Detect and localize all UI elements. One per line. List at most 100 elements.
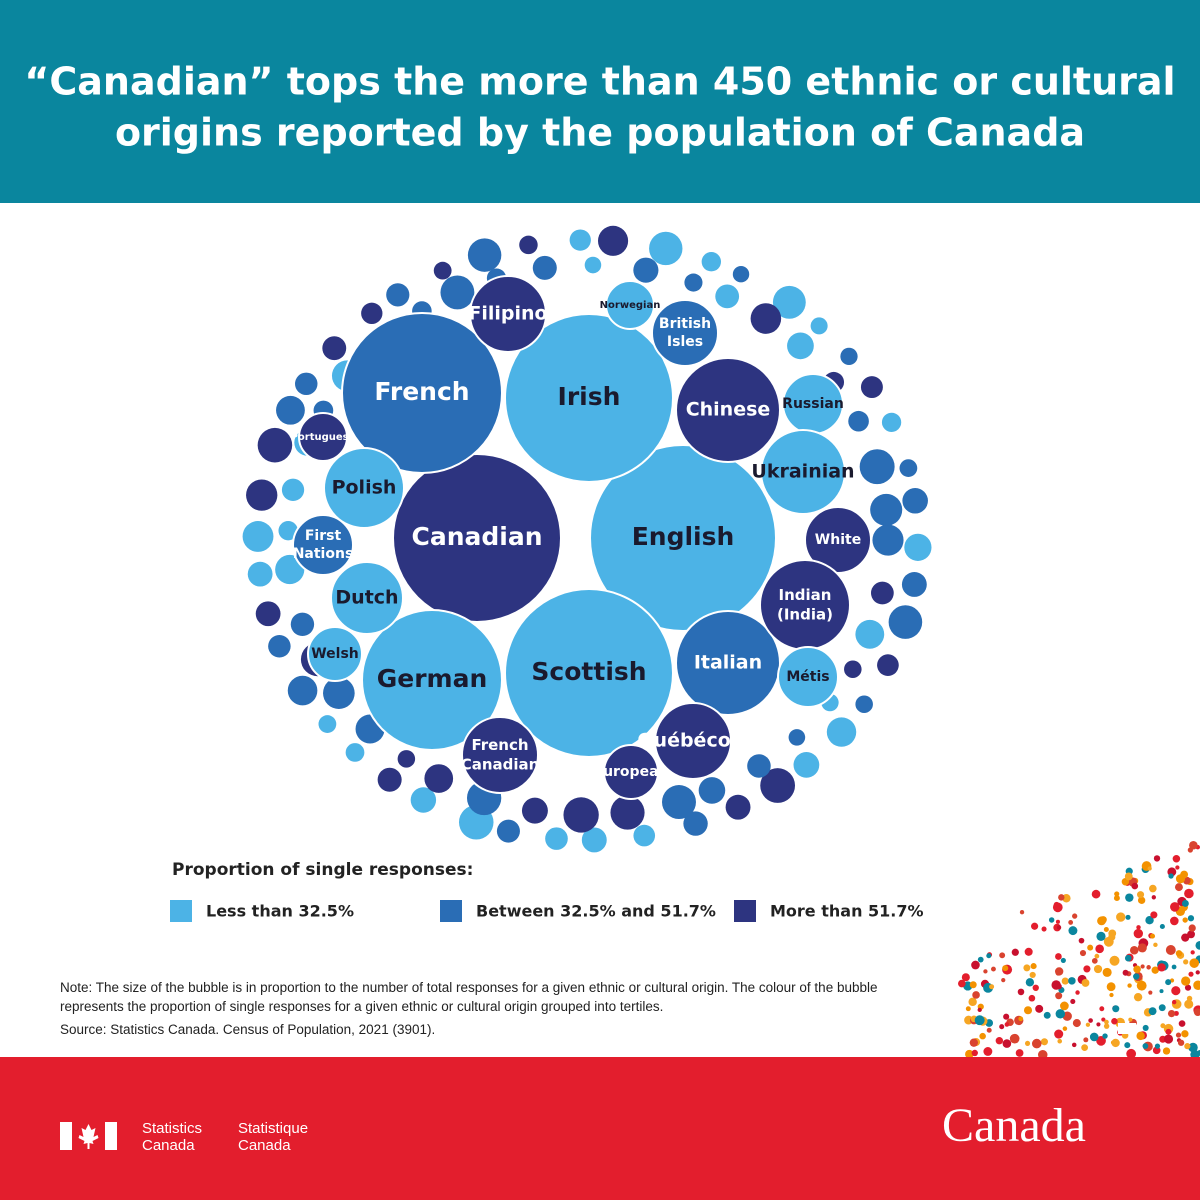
maple-dot [965,1006,971,1012]
small-bubble [840,347,858,366]
small-bubble [597,225,629,256]
maple-dot [1177,1039,1185,1046]
small-bubble [361,302,383,325]
bubble [651,299,719,367]
maple-dot [983,1047,993,1056]
bubble-label: (India) [777,605,833,623]
small-bubble [899,459,918,477]
maple-dot [1187,915,1195,922]
bubble-label: French [374,377,469,406]
bubble [504,313,674,483]
small-bubble [750,303,782,334]
maple-dot [1171,986,1181,996]
maple-dot [1068,977,1076,985]
maple-dot [1157,963,1166,972]
maple-dot [1133,973,1140,980]
small-bubble [386,283,410,307]
note: Note: The size of the bubble is in propo… [60,980,878,1014]
bubble [469,275,547,353]
maple-dot [1099,1006,1105,1012]
maple-dot [1056,925,1062,930]
maple-dot [1184,888,1194,899]
small-bubble [788,729,806,746]
small-bubble [281,478,305,501]
maple-dot [1193,1008,1200,1016]
bubble-label: Indian [779,586,832,604]
small-bubble [246,479,278,511]
small-bubble [901,572,927,597]
legend-label: Between 32.5% and 51.7% [476,902,716,921]
maple-dot [1171,999,1177,1005]
small-bubble [496,819,520,843]
small-bubble [698,777,726,804]
maple-dot [1149,884,1157,893]
bubble-label: Québécois [637,730,748,752]
maple-dot [1004,1022,1010,1027]
maple-dot [1072,913,1078,919]
maple-dot [989,984,995,990]
bubble-label: Métis [786,669,829,685]
maple-dot [1133,965,1141,974]
bubble-label: German [377,664,488,693]
small-bubble [872,524,904,556]
maple-dot [1102,1033,1108,1039]
small-bubble [287,675,318,706]
small-bubble [870,581,894,605]
maple-dot [1189,840,1198,850]
bubble-label: French [471,736,528,754]
maple-dot [1088,1018,1093,1023]
maple-dot [1102,967,1112,977]
maple-dot [1170,902,1180,912]
maple-dot [1159,923,1165,930]
maple-dot [1137,943,1147,953]
agency-fr: Canada [238,1137,291,1154]
maple-dot [999,1024,1005,1030]
small-bubble [433,261,452,280]
maple-dot [1003,1013,1010,1020]
bubble-label: Dutch [335,587,398,609]
maple-dot [1114,891,1120,897]
maple-dot [1126,1048,1137,1059]
maple-dot [1153,942,1158,948]
maple-dot [1116,912,1126,922]
bubble [298,412,348,462]
bubble [461,716,539,794]
maple-dot [1147,866,1152,871]
small-bubble [610,795,645,830]
bubble [589,444,777,632]
maple-dot [1055,1009,1066,1019]
small-bubble [424,764,454,793]
wordmark: Canada [942,1099,1086,1152]
maple-dot [1127,983,1132,988]
bubble [675,610,781,716]
maple-dot [958,979,966,988]
maple-dot [1009,1033,1020,1044]
small-bubble [848,410,869,432]
maple-dot [995,1037,1004,1045]
maple-dot [1175,1032,1182,1038]
title: “Canadian” tops the more than 450 ethnic… [24,60,1175,104]
maple-dot [1108,933,1116,941]
decoration [958,840,1200,1060]
maple-dot [1083,1037,1089,1043]
legend-swatch [170,900,192,922]
maple-dot [1136,980,1147,991]
maple-dot [1078,937,1085,944]
maple-dot [1158,1004,1166,1012]
small-bubble [715,284,740,309]
legend: Less than 32.5% Between 32.5% and 51.7% Mo… [170,900,924,922]
maple-dot [1183,959,1189,965]
maple-dot [1188,971,1194,977]
small-bubble [532,255,557,280]
small-bubble [268,634,291,658]
maple-dot [1048,917,1055,923]
maple-dot [969,981,977,989]
maple-dot [971,1049,978,1057]
maple-dot [986,1027,992,1033]
maple-dot [1054,967,1064,976]
maple-dot [1175,865,1180,870]
maple-dot [1174,883,1183,892]
small-bubble [290,612,315,636]
agency-fr: Statistique [238,1120,308,1137]
maple-dot [1140,964,1145,969]
